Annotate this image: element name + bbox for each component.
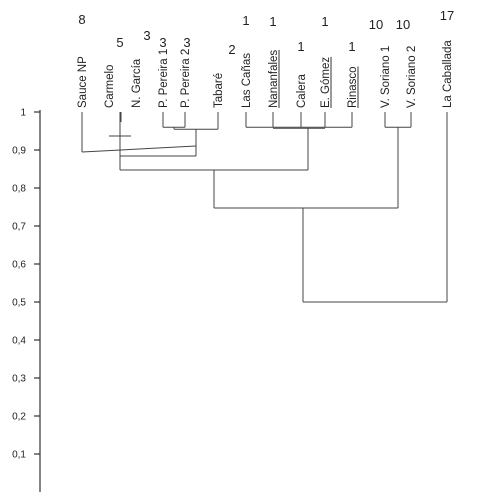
leaf-count: 1 — [242, 13, 249, 28]
y-tick-label: 0,8 — [12, 184, 26, 195]
y-tick-label: 0,6 — [12, 260, 26, 271]
y-tick-label: 0,3 — [12, 374, 26, 385]
leaf-count: 5 — [116, 35, 123, 50]
leaf-item: P. Pereira 23 — [180, 35, 192, 108]
leaf-item: N. García 3 — [131, 28, 151, 108]
leaf-count: 17 — [440, 8, 454, 23]
y-tick-label: 1 — [20, 108, 26, 119]
y-tick-label: 0,7 — [12, 222, 26, 233]
leaf-label: Tabaré — [213, 73, 225, 108]
leaf-count: 8 — [78, 12, 85, 27]
leaf-item: Carmelo 5 — [104, 35, 124, 108]
leaf-item: Calera 1 — [296, 39, 308, 108]
leaf-item: Rinasco 1 — [347, 39, 359, 108]
leaf-count: 1 — [348, 39, 355, 54]
leaf-count: 3 — [159, 35, 166, 50]
leaf-count: 1 — [321, 14, 328, 29]
leaf-label: Rinasco — [347, 66, 359, 108]
y-tick-label: 0,4 — [12, 336, 26, 347]
leaf-label: E. Gómez — [320, 57, 332, 108]
leaf-label: V. Soriano 2 — [406, 46, 418, 108]
y-tick-label: 0,1 — [12, 450, 26, 461]
y-tick-label: 0,9 — [12, 146, 26, 157]
leaf-count: 10 — [369, 17, 383, 32]
leaf-count: 3 — [143, 28, 150, 43]
y-tick-label: 0,2 — [12, 412, 26, 423]
dendrogram-links — [81, 112, 448, 303]
leaf-count: 10 — [396, 17, 410, 32]
y-axis: 1 0,9 0,8 0,7 0,6 0,5 0,4 0,3 0,2 0,1 — [12, 108, 41, 492]
leaf-label: Nananfales — [268, 50, 280, 108]
leaf-item: Las Cañas 1 — [241, 13, 253, 108]
y-tick-label: 0,5 — [12, 298, 26, 309]
leaf-label: N. García — [131, 58, 143, 108]
leaf-item: La Caballada 17 — [440, 8, 454, 108]
leaf-label: La Caballada — [442, 40, 454, 108]
leaf-item: Tabaré 2 — [213, 42, 236, 108]
leaf-count: 1 — [269, 14, 276, 29]
leaf-label: V. Soriano 1 — [380, 46, 392, 108]
leaf-item: Sauce NP 8 — [77, 12, 89, 108]
leaf-item: E. Gómez 1 — [320, 14, 332, 108]
leaf-label: Carmelo — [104, 65, 116, 108]
leaf-label: Calera — [296, 74, 308, 108]
leaf-count: 1 — [297, 39, 304, 54]
leaf-item: Nananfales 1 — [268, 14, 280, 108]
leaf-label: Sauce NP — [77, 56, 89, 108]
leaf-item: V. Soriano 2 10 — [396, 17, 418, 108]
leaf-label: P. Pereira 2 — [180, 49, 192, 108]
dendrogram-link — [81, 145, 197, 153]
leaf-count: 2 — [228, 42, 235, 57]
leaf-count: 3 — [183, 35, 190, 50]
leaf-label: Las Cañas — [241, 53, 253, 108]
leaf-label: P. Pereira 1 — [158, 49, 170, 108]
leaf-item: V. Soriano 1 10 — [369, 17, 392, 108]
leaf-item: P. Pereira 13 — [158, 35, 170, 108]
